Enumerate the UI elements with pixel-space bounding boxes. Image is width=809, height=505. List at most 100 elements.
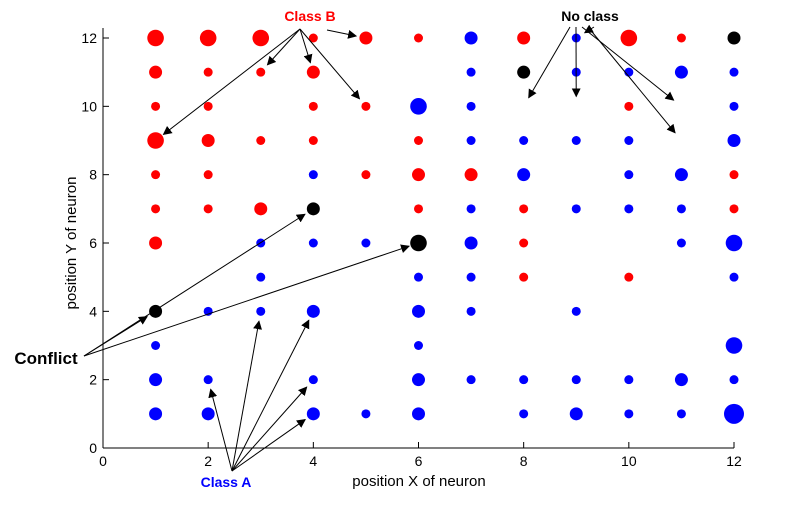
class-b-point (256, 67, 266, 77)
class-b-point (308, 33, 318, 43)
y-tick-label: 10 (81, 98, 97, 114)
class-b-point (308, 136, 318, 145)
class-a-point (464, 31, 478, 45)
annotation-arrow (231, 319, 310, 472)
class-a-point (517, 168, 531, 182)
class-b-point (517, 31, 531, 45)
class-a-point (724, 403, 744, 424)
class-b-point (306, 65, 320, 79)
class-a-point (729, 272, 739, 282)
y-tick-label: 6 (89, 235, 97, 251)
annotation-arrow (583, 24, 595, 34)
x-axis-label: position X of neuron (352, 473, 485, 490)
class-b-point (519, 204, 529, 214)
y-axis-label: position Y of neuron (63, 177, 80, 310)
y-tick-label: 2 (89, 372, 97, 388)
y-tick-label: 0 (89, 440, 97, 456)
class-b-point (199, 29, 217, 47)
class-b-point (359, 31, 373, 45)
class-b-point (361, 170, 371, 180)
class-a-point (624, 204, 634, 214)
class-a-point (729, 375, 739, 385)
class-b-point (147, 132, 164, 149)
class-a-point (306, 407, 320, 421)
class-b-point (308, 101, 318, 111)
class-a-point (674, 65, 688, 79)
class-a-point (466, 204, 476, 214)
class-a-point (466, 272, 476, 282)
class-b-point (624, 101, 634, 111)
annotation-arrow (299, 28, 361, 100)
annotation-arrow (208, 388, 233, 472)
class-a-point (571, 204, 581, 214)
class-b-point (201, 134, 215, 147)
class-a-point (361, 409, 371, 419)
y-tick-label: 8 (89, 167, 97, 183)
class-a-point (361, 238, 371, 248)
class-b-point (151, 204, 161, 214)
class-a-point (466, 67, 476, 77)
y-tick-label: 12 (81, 30, 97, 46)
x-tick-label: 10 (621, 453, 637, 469)
class-a-point (256, 272, 266, 282)
class-a-point (674, 373, 688, 387)
class-a-point (256, 306, 266, 316)
class-a-point (466, 136, 476, 145)
x-tick-label: 2 (204, 453, 212, 469)
class-a-point (464, 236, 478, 250)
class-b-point (149, 236, 163, 250)
class-b-point (203, 101, 213, 111)
annotation-label: No class (561, 8, 619, 24)
annotation-arrow (231, 419, 306, 472)
conflict-point (727, 31, 741, 45)
class-b-point (147, 29, 164, 47)
annotation-arrow (587, 26, 676, 134)
class-a-point (571, 375, 581, 385)
class-b-point (254, 202, 268, 216)
annotation-label: Class B (284, 8, 335, 24)
class-a-point (414, 272, 423, 282)
class-a-point (571, 306, 581, 316)
class-a-point (624, 375, 634, 385)
class-a-point (727, 134, 741, 147)
class-a-point (729, 67, 739, 77)
class-a-point (624, 136, 634, 145)
class-b-point (414, 33, 423, 43)
class-a-point (308, 238, 318, 248)
class-b-point (203, 204, 213, 214)
class-a-point (151, 341, 161, 350)
class-a-point (203, 375, 213, 385)
class-b-point (151, 170, 161, 180)
class-a-point (410, 98, 427, 115)
class-b-point (676, 33, 686, 43)
class-a-point (149, 407, 163, 421)
class-a-point (624, 409, 634, 419)
y-tick-label: 4 (89, 303, 97, 319)
class-b-point (620, 29, 638, 47)
class-a-point (725, 337, 743, 354)
class-b-point (149, 65, 163, 79)
class-b-point (151, 101, 161, 111)
class-a-point (412, 407, 425, 421)
class-b-point (414, 136, 423, 145)
class-a-point (571, 136, 581, 145)
class-a-point (725, 234, 743, 252)
class-a-point (519, 136, 529, 145)
annotation-labels: Class B No class Conflict Class A (14, 8, 619, 490)
class-a-point (412, 304, 425, 318)
annotation-arrow (83, 244, 410, 357)
class-a-point (466, 306, 476, 316)
class-a-point (676, 409, 686, 419)
x-tick-label: 8 (520, 453, 528, 469)
class-a-point (569, 407, 583, 421)
conflict-point (517, 65, 531, 79)
class-a-point (729, 101, 739, 111)
conflict-point (410, 234, 427, 252)
class-a-point (306, 304, 320, 318)
class-a-point (308, 170, 318, 180)
x-tick-label: 4 (309, 453, 317, 469)
class-a-point (466, 375, 476, 385)
class-a-point (674, 168, 688, 182)
class-a-point (519, 375, 529, 385)
annotation-arrow (83, 213, 306, 357)
